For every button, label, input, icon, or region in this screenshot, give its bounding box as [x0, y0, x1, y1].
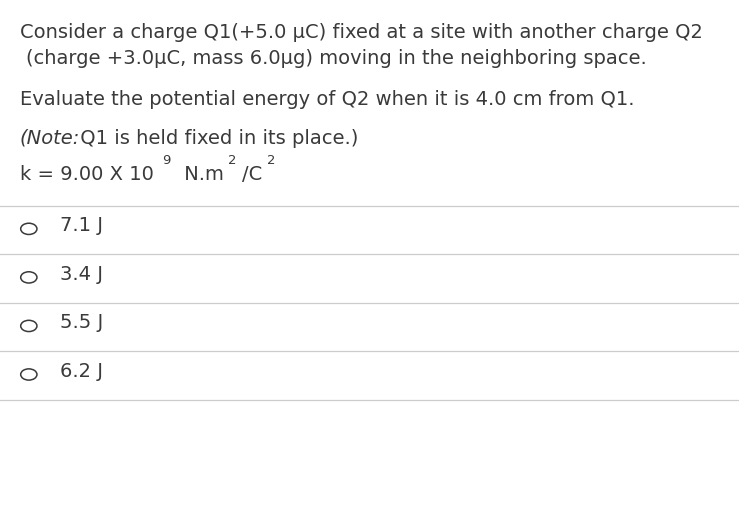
Text: 2: 2 [267, 154, 276, 167]
Text: 9: 9 [162, 154, 170, 167]
Text: (Note:: (Note: [20, 129, 81, 148]
Text: (charge +3.0μC, mass 6.0μg) moving in the neighboring space.: (charge +3.0μC, mass 6.0μg) moving in th… [26, 50, 647, 68]
Text: /C: /C [242, 166, 262, 184]
Text: 2: 2 [228, 154, 237, 167]
Text: N.m: N.m [178, 166, 224, 184]
Text: 6.2 J: 6.2 J [60, 362, 103, 381]
Text: 7.1 J: 7.1 J [60, 216, 103, 235]
Text: 3.4 J: 3.4 J [60, 265, 103, 284]
Text: k = 9.00 X 10: k = 9.00 X 10 [20, 166, 154, 184]
Text: Q1 is held fixed in its place.): Q1 is held fixed in its place.) [74, 129, 358, 148]
Text: Consider a charge Q1(+5.0 μC) fixed at a site with another charge Q2: Consider a charge Q1(+5.0 μC) fixed at a… [20, 23, 703, 42]
Text: 5.5 J: 5.5 J [60, 313, 103, 332]
Text: Evaluate the potential energy of Q2 when it is 4.0 cm from Q1.: Evaluate the potential energy of Q2 when… [20, 90, 635, 109]
